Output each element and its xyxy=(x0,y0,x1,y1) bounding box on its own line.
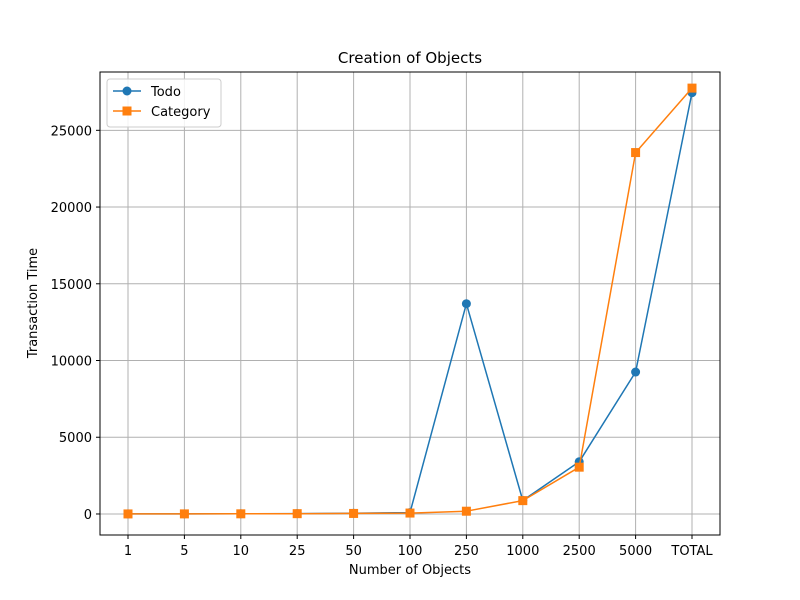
legend-todo-marker xyxy=(122,86,132,96)
data-point-category xyxy=(292,509,302,519)
data-point-todo xyxy=(631,367,641,377)
x-tick-label: 2500 xyxy=(563,544,596,559)
data-point-todo xyxy=(461,299,471,309)
x-tick-label: 250 xyxy=(454,544,479,559)
data-point-category xyxy=(574,462,584,472)
chart-title: Creation of Objects xyxy=(338,49,482,67)
y-tick-label: 20000 xyxy=(51,201,92,216)
x-axis-ticks: 1 5 10 25 50 100 250 1000 2500 5000 TOTAL xyxy=(124,535,713,559)
data-point-category xyxy=(687,83,697,93)
x-tick-label: 25 xyxy=(289,544,306,559)
data-point-category xyxy=(631,148,641,158)
x-axis-label: Number of Objects xyxy=(349,563,471,578)
legend-category-marker xyxy=(122,106,132,116)
x-tick-label: 100 xyxy=(398,544,423,559)
data-point-category xyxy=(236,509,246,519)
grid xyxy=(100,72,720,535)
x-tick-label: TOTAL xyxy=(670,544,713,559)
y-tick-label: 5000 xyxy=(59,431,92,446)
y-axis-ticks: 0 5000 10000 15000 20000 25000 xyxy=(51,124,100,523)
legend-todo-label: Todo xyxy=(150,85,181,100)
x-tick-label: 5000 xyxy=(619,544,652,559)
y-tick-label: 0 xyxy=(84,508,92,523)
data-point-category xyxy=(518,496,528,506)
series-category xyxy=(123,83,697,519)
y-tick-label: 15000 xyxy=(51,278,92,293)
x-tick-label: 5 xyxy=(180,544,188,559)
data-point-category xyxy=(461,506,471,516)
data-point-category xyxy=(123,509,133,519)
x-tick-label: 50 xyxy=(345,544,362,559)
y-tick-label: 10000 xyxy=(51,355,92,370)
x-tick-label: 1 xyxy=(124,544,132,559)
legend: Todo Category xyxy=(106,78,222,128)
y-axis-label: Transaction Time xyxy=(26,248,41,359)
x-tick-label: 10 xyxy=(233,544,250,559)
series-layer xyxy=(123,83,697,519)
data-point-category xyxy=(405,508,415,518)
y-tick-label: 25000 xyxy=(51,124,92,139)
data-point-category xyxy=(179,509,189,519)
legend-category-label: Category xyxy=(151,105,211,120)
x-tick-label: 1000 xyxy=(506,544,539,559)
data-point-category xyxy=(349,508,359,518)
